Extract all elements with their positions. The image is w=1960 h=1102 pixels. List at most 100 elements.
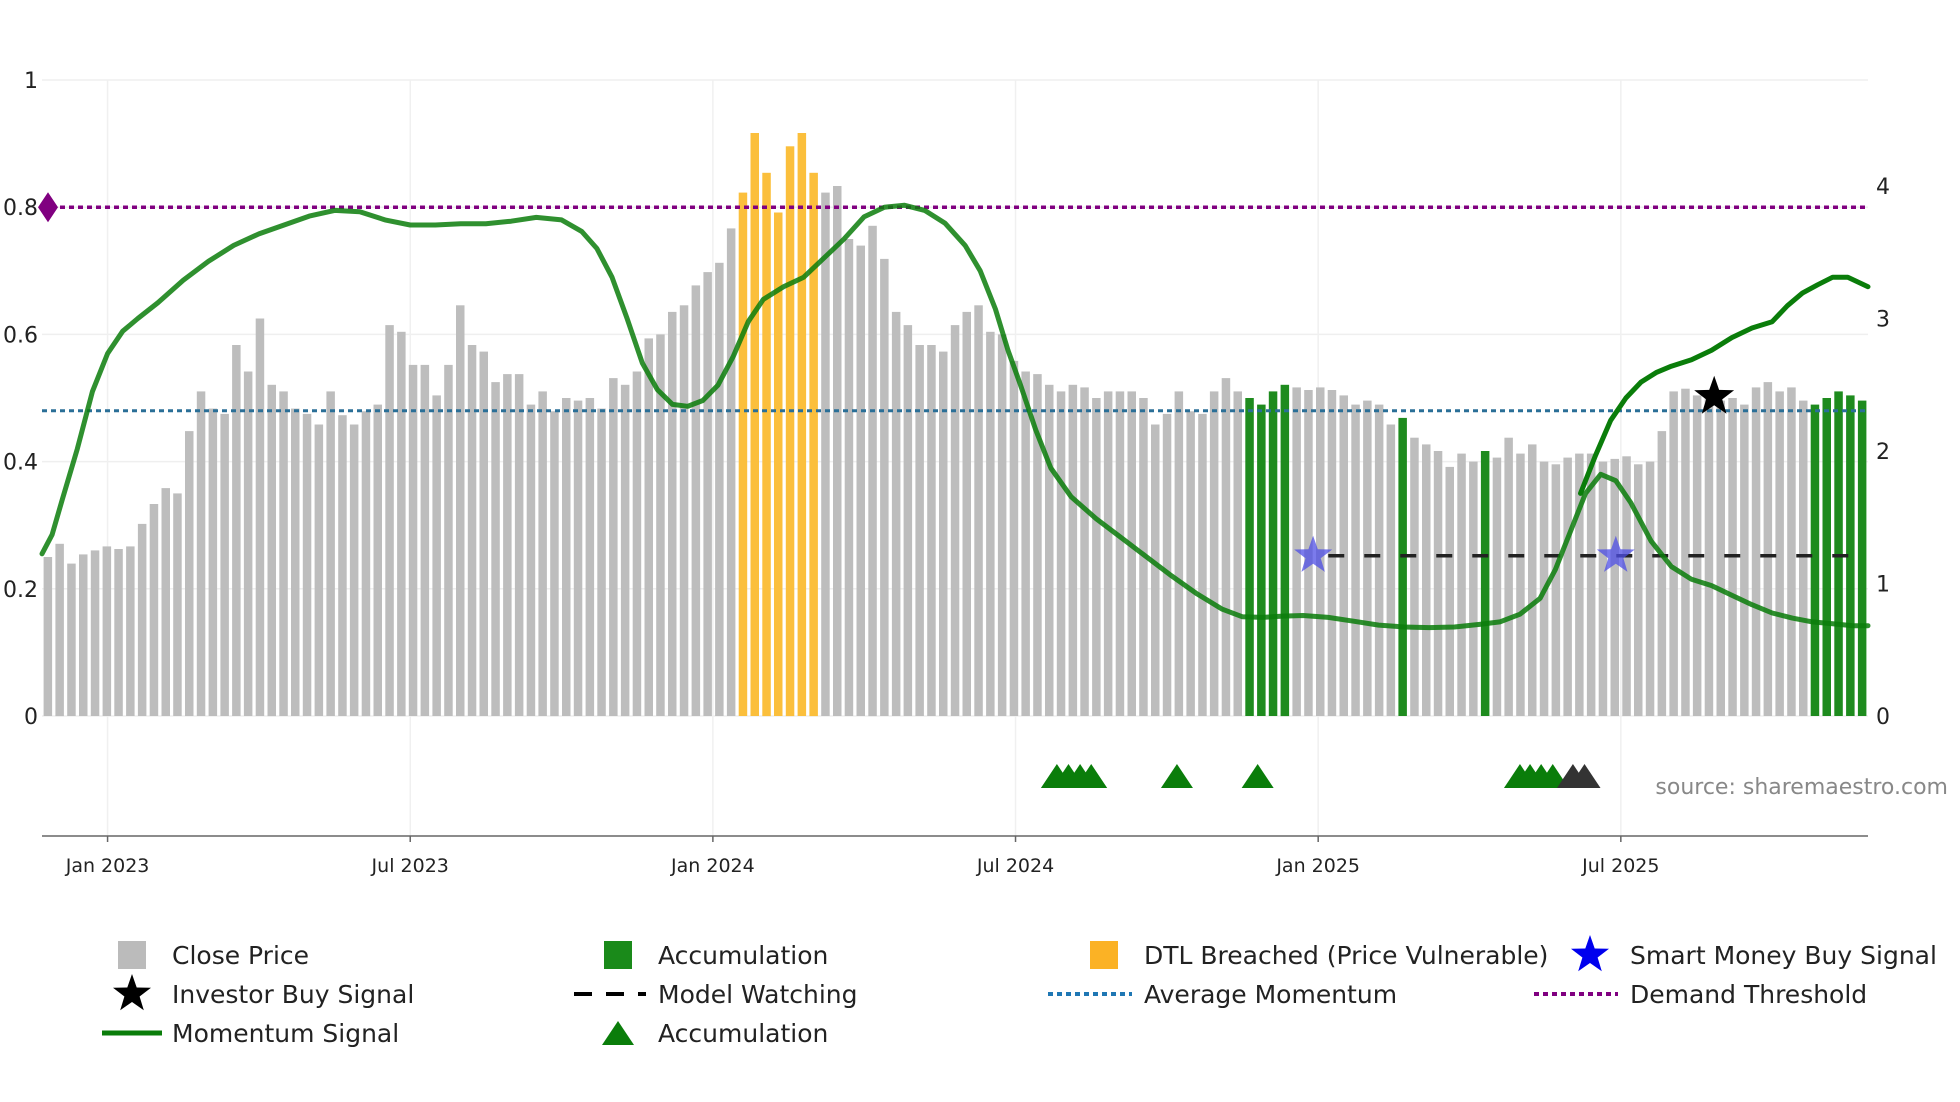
close-price-bar: [974, 305, 983, 717]
legend-label: Momentum Signal: [172, 1019, 399, 1048]
close-price-bar: [126, 546, 135, 716]
momentum-signal-line: [39, 202, 1871, 631]
close-price-bar: [114, 549, 123, 716]
signal-lines: [38, 192, 1871, 631]
close-price-bar: [1092, 398, 1101, 716]
smart-money-star: [1294, 535, 1333, 572]
close-price-bar: [1115, 391, 1125, 716]
close-price-bar: [844, 239, 854, 716]
close-price-bar: [1198, 413, 1207, 716]
close-price-bar: [656, 334, 665, 716]
close-price-bar: [1575, 453, 1584, 716]
close-price-bar: [1021, 371, 1030, 716]
smart-money-star: [1596, 535, 1635, 572]
close-price-bar: [149, 504, 159, 716]
close-price-bar: [1775, 391, 1784, 716]
close-price-bar: [1751, 387, 1761, 716]
close-price-bar: [1103, 391, 1113, 716]
close-price-bar: [927, 345, 936, 716]
close-price-bar: [950, 325, 960, 716]
legend-label: DTL Breached (Price Vulnerable): [1144, 941, 1548, 970]
accumulation-bar: [1257, 404, 1266, 716]
left-tick-label: 0.2: [3, 578, 38, 603]
dtl-breached-bar: [738, 192, 748, 717]
legend-label: Smart Money Buy Signal: [1630, 941, 1937, 970]
close-price-bar: [432, 395, 441, 716]
close-price-bar: [349, 424, 359, 716]
left-tick-label: 1: [24, 69, 38, 94]
close-price-bar: [314, 424, 324, 716]
close-price-bar: [703, 272, 712, 716]
accumulation-triangle: [1536, 764, 1569, 788]
close-price-bar: [1740, 404, 1749, 716]
close-price-bar: [361, 411, 371, 717]
legend-label: Demand Threshold: [1630, 980, 1867, 1009]
close-price-bar: [1799, 400, 1808, 716]
left-tick-label: 0.6: [3, 323, 38, 348]
close-price-bar: [1162, 413, 1172, 716]
legend-swatch: [118, 941, 146, 969]
close-price-bar: [1457, 453, 1466, 716]
close-price-bar: [43, 557, 53, 716]
close-price-bar: [279, 391, 288, 716]
accumulation-triangle: [1160, 764, 1193, 788]
close-price-bar: [880, 258, 889, 716]
close-price-bar: [373, 404, 382, 716]
dtl-breached-bar: [762, 172, 771, 717]
close-price-bar: [397, 331, 406, 717]
axes: 0 0.2 0.4 0.6 0.8 1 0 1 2 3 4 Jan 2023 Jul 2023 Jan 2…: [3, 69, 1890, 877]
x-tick-label: Jul 2023: [371, 855, 449, 877]
signal-markers: [1040, 375, 1735, 788]
source-note: source: sharemaestro.com: [1655, 775, 1948, 800]
close-price-bar: [573, 400, 583, 716]
close-price-bar: [1787, 387, 1796, 716]
momentum-signal-tail: [1578, 274, 1871, 496]
close-price-bar: [1681, 388, 1690, 716]
close-price-bar: [243, 371, 253, 716]
close-price-bar: [821, 192, 830, 717]
right-tick-label: 3: [1876, 308, 1890, 333]
close-price-bar: [833, 186, 842, 716]
close-price-bar: [939, 351, 948, 716]
left-tick-label: 0: [24, 705, 38, 730]
close-price-bar: [1422, 444, 1431, 716]
close-price-bar: [514, 374, 524, 716]
close-price-bar: [1186, 411, 1195, 717]
close-price-bar: [503, 374, 512, 716]
close-price-bar: [232, 345, 241, 716]
close-price-bar: [1151, 424, 1160, 716]
close-price-bar: [302, 413, 312, 716]
close-price-bar: [1586, 453, 1596, 716]
close-price-bar: [868, 225, 877, 717]
close-price-bar: [90, 550, 100, 716]
close-price-bar: [1233, 391, 1242, 716]
close-price-bar: [1610, 458, 1619, 716]
watching-triangle: [1568, 764, 1601, 788]
dtl-breached-bar: [750, 133, 759, 716]
right-tick-label: 1: [1876, 573, 1890, 598]
close-price-bar: [1410, 437, 1419, 716]
close-price-bar: [1351, 404, 1360, 716]
close-price-bar: [1492, 457, 1502, 716]
close-price-bar: [691, 285, 701, 716]
close-price-bar: [715, 262, 724, 716]
close-price-bar: [668, 311, 677, 716]
close-price-bar: [597, 408, 606, 716]
close-price-bar: [609, 378, 618, 716]
close-price-bar: [1563, 457, 1572, 716]
close-price-bar: [726, 228, 736, 716]
x-tick-label: Jan 2024: [670, 855, 755, 877]
close-price-bar: [1127, 391, 1136, 716]
accumulation-bar: [1398, 417, 1407, 716]
accumulation-triangle: [1075, 764, 1108, 788]
close-price-bar: [267, 384, 276, 717]
legend-label: Model Watching: [658, 980, 858, 1009]
close-price-bar: [1209, 391, 1219, 716]
close-price-bar: [1009, 360, 1019, 716]
demand-threshold-marker: [38, 192, 58, 223]
close-price-bar: [479, 351, 488, 716]
accumulation-bar: [1822, 398, 1831, 716]
close-price-bar: [1221, 378, 1231, 716]
close-price-bar: [161, 488, 170, 716]
